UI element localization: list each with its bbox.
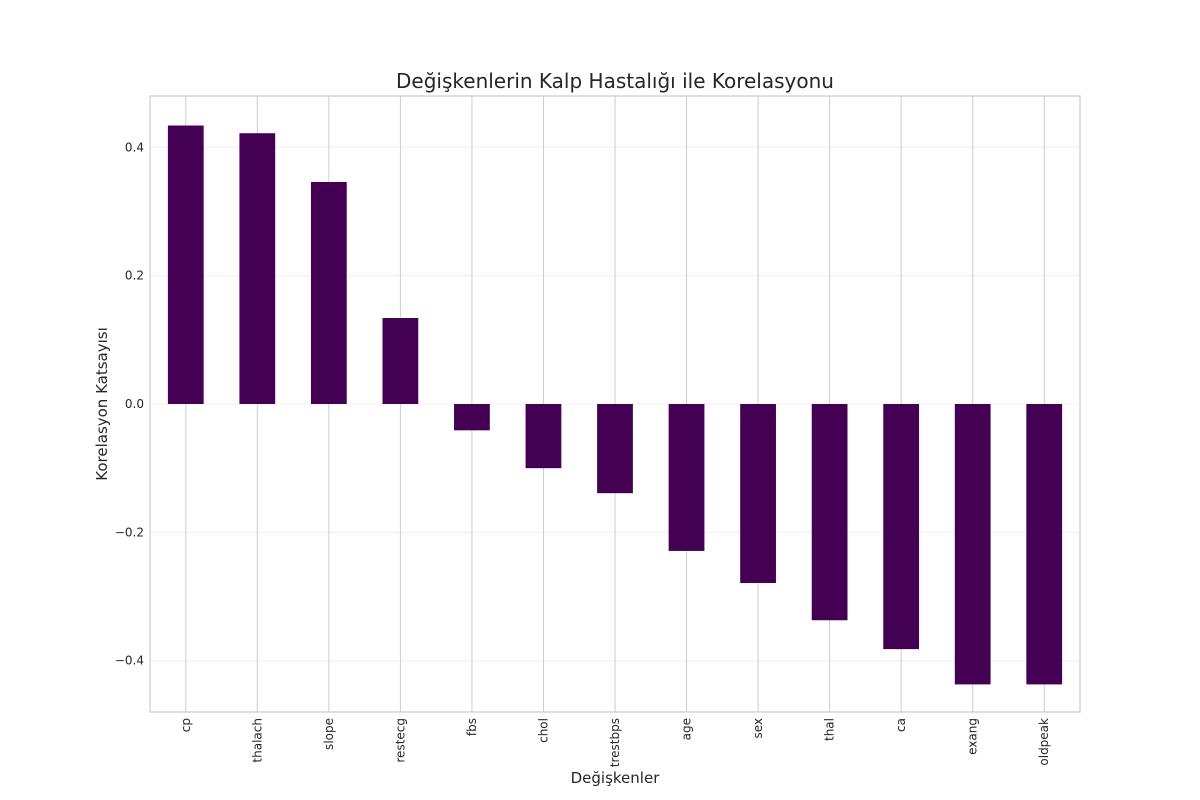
y-tick-label: 0.2	[125, 269, 144, 283]
plot-frame	[149, 95, 1081, 713]
y-tick-label: −0.2	[115, 525, 144, 539]
y-tick-label: 0.0	[125, 397, 144, 411]
bar-exang	[954, 404, 991, 685]
bar-thal	[811, 404, 848, 621]
bars	[167, 125, 1063, 685]
x-axis-label: Değişkenler	[571, 769, 661, 787]
bar-fbs	[454, 404, 490, 431]
x-tick-label: restecg	[393, 718, 407, 763]
y-tick-labels: −0.4 −0.2 0.0 0.2 0.4	[115, 140, 144, 667]
bar-ca	[883, 404, 920, 650]
bar-sex	[740, 404, 776, 584]
chart-title: Değişkenlerin Kalp Hastalığı ile Korelas…	[396, 69, 834, 93]
bar-slope	[310, 181, 347, 404]
x-tick-labels: cp thalach slope restecg fbs chol trestbps age s…	[179, 718, 1051, 767]
x-tick-label: age	[680, 718, 694, 740]
bar-chol	[525, 404, 562, 469]
x-tick-label: exang	[966, 718, 980, 755]
x-tick-label: chol	[536, 718, 550, 743]
bar-oldpeak	[1026, 404, 1063, 685]
bar-thalach	[239, 133, 276, 404]
bar-age	[668, 404, 705, 551]
x-tick-label: thal	[823, 718, 837, 741]
y-tick-label: −0.4	[115, 654, 144, 668]
x-tick-label: slope	[322, 718, 336, 750]
bar-cp	[167, 125, 204, 405]
x-tick-label: sex	[751, 718, 765, 739]
y-axis-label: Korelasyon Katsayısı	[93, 327, 111, 481]
x-tick-label: ca	[894, 718, 908, 732]
bar-trestbps	[597, 404, 633, 494]
x-tick-label: oldpeak	[1037, 718, 1051, 766]
bar-restecg	[382, 318, 419, 404]
x-tick-label: fbs	[465, 718, 479, 736]
x-tick-label: trestbps	[608, 718, 622, 767]
x-tick-label: thalach	[250, 718, 264, 763]
y-tick-label: 0.4	[125, 140, 144, 154]
x-tick-label: cp	[179, 718, 193, 732]
